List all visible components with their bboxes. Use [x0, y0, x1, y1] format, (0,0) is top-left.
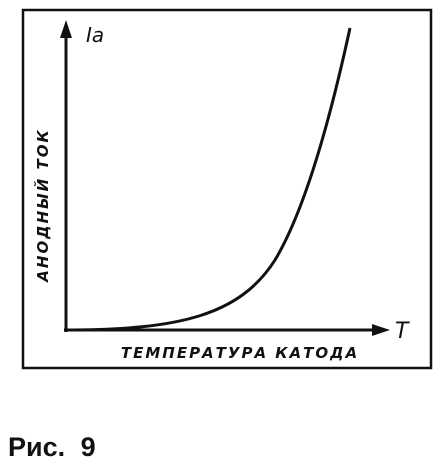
- frame: [21, 8, 433, 370]
- curve: [65, 27, 352, 332]
- x-label: ТЕМПЕРАТУРА КАТОДА: [121, 344, 359, 362]
- x-arrow: [372, 324, 390, 336]
- caption: Рис. 9: [8, 432, 96, 462]
- x-symbol: T: [395, 319, 410, 344]
- y-arrow: [60, 20, 72, 38]
- y-label: АНОДНЫЙ ТОК: [33, 128, 52, 282]
- y-symbol: Iа: [86, 23, 104, 47]
